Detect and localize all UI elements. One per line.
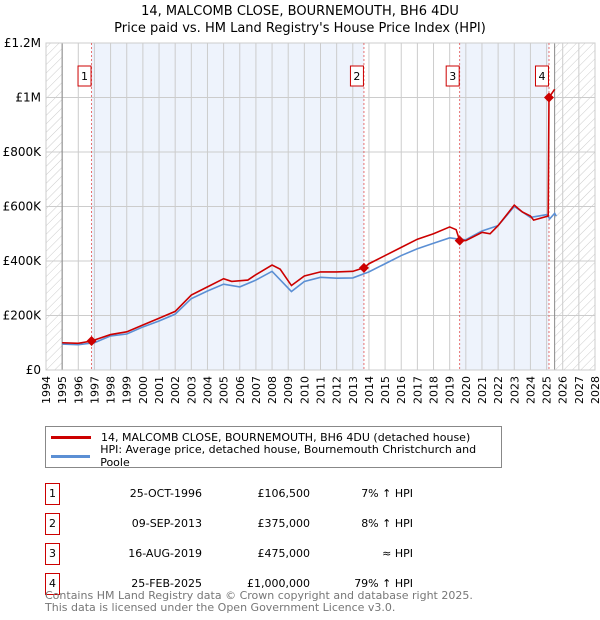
chart-subtitle: Price paid vs. HM Land Registry's House … — [114, 21, 486, 36]
plot-area: 1994 1995 1996 1997 1998 1999 2000 2001 2002 2003… — [3, 36, 600, 404]
sale-number-label: 2 — [353, 70, 360, 83]
x-tick-label: 2016 — [395, 376, 408, 404]
sale-date: 09-SEP-2013 — [131, 517, 202, 530]
sale-date: 16-AUG-2019 — [128, 547, 202, 560]
sale-hpi-comparison: 7% ↑ HPI — [361, 487, 413, 500]
property-price-line — [62, 88, 556, 345]
x-tick-label: 2013 — [347, 376, 360, 404]
x-tick-label: 2025 — [541, 376, 554, 404]
x-tick-label: 2008 — [266, 376, 279, 404]
legend: 14, MALCOMB CLOSE, BOURNEMOUTH, BH6 4DU … — [45, 426, 502, 469]
sale-price: £106,500 — [257, 487, 311, 500]
legend-swatch-red — [51, 435, 91, 439]
sale-row: 2 09-SEP-2013 £375,000 8% ↑ HPI — [45, 513, 445, 535]
y-tick-label: £200K — [3, 309, 43, 323]
y-tick-label: £1.2M — [4, 36, 41, 50]
legend-item-property: 14, MALCOMB CLOSE, BOURNEMOUTH, BH6 4DU … — [51, 428, 470, 446]
x-tick-label: 2009 — [282, 376, 295, 404]
sale-hpi-comparison: 79% ↑ HPI — [354, 577, 413, 590]
legend-item-hpi: HPI: Average price, detached house, Bour… — [51, 443, 501, 469]
x-tick-label: 2003 — [185, 376, 198, 404]
x-tick-label: 1995 — [56, 376, 69, 404]
x-tick-label: 2007 — [250, 376, 263, 404]
sale-hpi-comparison: ≈ HPI — [382, 547, 413, 560]
sale-number-label: 1 — [81, 70, 88, 83]
x-tick-label: 2018 — [428, 376, 441, 404]
x-tick-label: 2015 — [379, 376, 392, 404]
sale-number-box — [77, 65, 92, 87]
x-tick-label: 2002 — [169, 376, 182, 404]
y-tick-label: £0 — [26, 363, 41, 377]
sale-price: £1,000,000 — [247, 577, 310, 590]
x-tick-label: 2019 — [444, 376, 457, 404]
sale-number-box — [534, 65, 549, 87]
chart-title: 14, MALCOMB CLOSE, BOURNEMOUTH, BH6 4DU — [141, 4, 459, 19]
x-tick-label: 2000 — [137, 376, 150, 404]
sale-row: 3 16-AUG-2019 £475,000 ≈ HPI — [45, 543, 445, 565]
x-tick-label: 2014 — [363, 376, 376, 404]
legend-label: HPI: Average price, detached house, Bour… — [100, 443, 477, 469]
sale-number-box — [445, 65, 460, 87]
x-tick-label: 1998 — [105, 376, 118, 404]
x-tick-label: 1999 — [121, 376, 134, 404]
x-tick-label: 2026 — [557, 376, 570, 404]
sale-number-label: 4 — [538, 70, 545, 83]
legend-label: 14, MALCOMB CLOSE, BOURNEMOUTH, BH6 4DU … — [101, 430, 471, 444]
sale-number-box — [349, 65, 364, 87]
sale-hpi-comparison: 8% ↑ HPI — [361, 517, 413, 530]
x-tick-label: 2017 — [411, 376, 424, 404]
sale-row: 4 25-FEB-2025 £1,000,000 79% ↑ HPI — [45, 573, 445, 595]
x-tick-label: 2028 — [589, 376, 600, 404]
x-tick-label: 2006 — [234, 376, 247, 404]
x-tick-label: 2027 — [573, 376, 586, 404]
x-tick-label: 2020 — [460, 376, 473, 404]
sale-row: 1 25-OCT-1996 £106,500 7% ↑ HPI — [45, 483, 445, 505]
sale-point-marker — [358, 262, 369, 273]
plot-border — [45, 42, 596, 371]
x-tick-label: 2024 — [524, 376, 537, 404]
x-tick-label: 2021 — [476, 376, 489, 404]
footer-copyright: Contains HM Land Registry data © Crown c… — [45, 589, 473, 602]
sale-price: £375,000 — [257, 517, 311, 530]
y-tick-label: £600K — [3, 200, 43, 214]
y-tick-label: £800K — [3, 145, 43, 159]
sale-number: 2 — [45, 513, 60, 535]
x-tick-label: 2011 — [315, 376, 328, 404]
y-tick-label: £1M — [15, 91, 41, 105]
footer-licence: This data is licensed under the Open Gov… — [45, 601, 396, 614]
sale-price: £475,000 — [257, 547, 311, 560]
x-tick-label: 1997 — [88, 376, 101, 404]
x-tick-label: 1994 — [40, 376, 53, 404]
x-tick-label: 2004 — [201, 376, 214, 404]
sale-number-label: 3 — [449, 70, 456, 83]
sale-number: 3 — [45, 543, 60, 565]
x-tick-label: 2012 — [331, 376, 344, 404]
sale-date: 25-OCT-1996 — [129, 487, 202, 500]
x-tick-label: 2005 — [218, 376, 231, 404]
x-tick-label: 2023 — [508, 376, 521, 404]
sale-point-marker — [454, 235, 465, 246]
x-tick-label: 2022 — [492, 376, 505, 404]
x-tick-label: 2001 — [153, 376, 166, 404]
sale-point-marker — [86, 335, 97, 346]
x-tick-label: 1996 — [72, 376, 85, 404]
sale-point-marker — [543, 92, 554, 103]
sale-date: 25-FEB-2025 — [131, 577, 202, 590]
sale-number: 1 — [45, 483, 60, 505]
y-tick-label: £400K — [3, 254, 43, 268]
legend-swatch-blue — [51, 454, 91, 458]
sale-number: 4 — [45, 573, 60, 595]
x-tick-label: 2010 — [298, 376, 311, 404]
